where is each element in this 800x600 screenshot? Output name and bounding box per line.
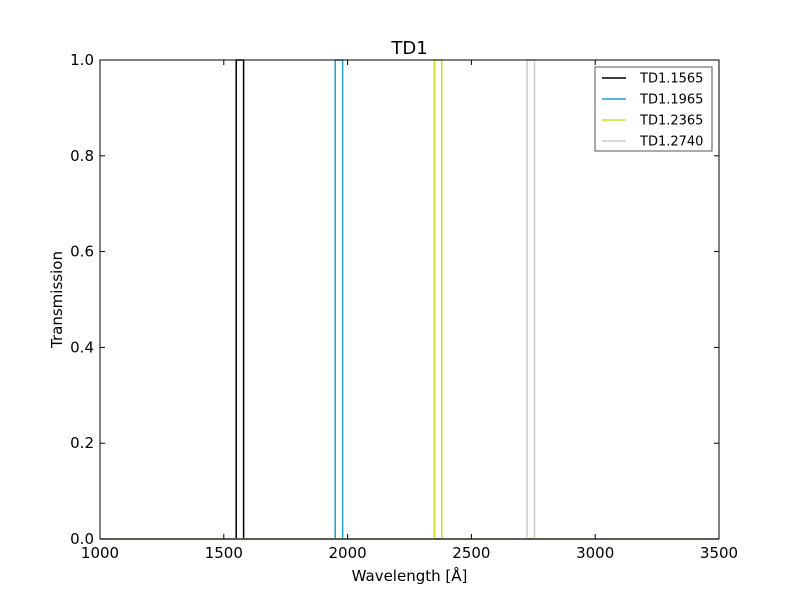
- y-tick-label: 0.4: [70, 338, 94, 356]
- x-tick-label: 3000: [576, 544, 614, 562]
- legend-box: [594, 66, 713, 152]
- x-tick-label: 1500: [205, 544, 243, 562]
- y-axis-ticks: 0.0 0.2 0.4 0.6 0.8 1.0: [70, 51, 719, 548]
- x-axis-label: Wavelength [Å]: [352, 566, 468, 585]
- y-tick-label: 0.8: [70, 147, 94, 165]
- y-tick-label: 0.0: [70, 530, 94, 548]
- legend: TD1.1565 TD1.1965 TD1.2365 TD1.2740: [594, 66, 713, 152]
- y-tick-label: 1.0: [70, 51, 94, 69]
- y-tick-label: 0.2: [70, 434, 94, 452]
- x-tick-label: 2000: [329, 544, 367, 562]
- legend-label: TD1.1565: [639, 72, 703, 87]
- y-tick-label: 0.6: [70, 243, 94, 261]
- x-axis-ticks: 1000 1500 2000 2500 3000 3500: [81, 60, 738, 562]
- legend-label: TD1.2740: [639, 135, 703, 150]
- legend-label: TD1.2365: [639, 114, 703, 129]
- x-tick-label: 2500: [452, 544, 490, 562]
- x-tick-label: 1000: [81, 544, 119, 562]
- x-tick-label: 3500: [700, 544, 738, 562]
- y-axis-label: Transmission: [48, 251, 66, 349]
- chart-title: TD1: [390, 38, 427, 59]
- legend-label: TD1.1965: [639, 93, 703, 108]
- plot-frame: [99, 59, 720, 540]
